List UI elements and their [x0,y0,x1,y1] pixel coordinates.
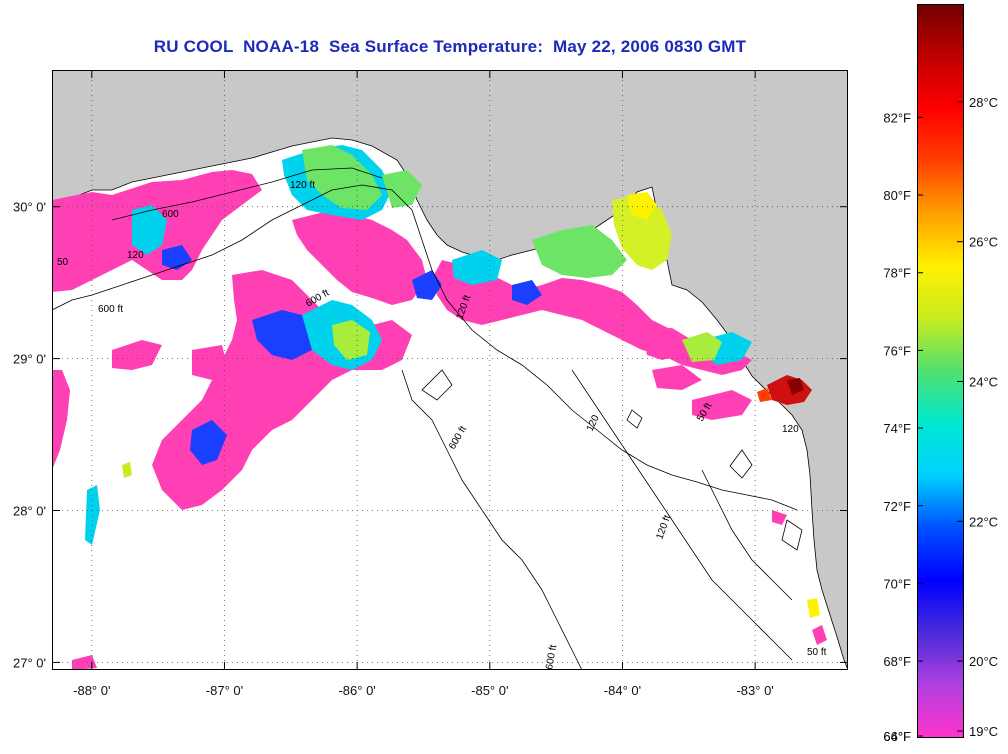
lat-tick-label: 30° 0' [13,200,46,215]
contour-label: 600 ft [98,304,123,315]
lon-tick-label: -84° 0' [604,683,641,698]
lon-tick-label: -88° 0' [73,683,110,698]
contour-label: 120 [127,250,144,261]
sst-colorbar: 64°F66°F 68°F 70°F 72°F 74°F 76°F 78°F 80°F 82°F… [883,4,998,744]
map-grid [52,70,848,670]
bathymetry-contours [52,167,803,670]
lat-tick-label: 27° 0' [13,655,46,670]
colorbar-label-c: 26°C [969,235,998,250]
colorbar-label-f: 80°F [883,188,911,203]
colorbar-label-f: 82°F [883,110,911,125]
colorbar-label-f: 78°F [883,266,911,281]
sst-red-patch [757,375,812,405]
colorbar-label-f: 76°F [883,343,911,358]
colorbar-label-f: 66°F [883,729,911,744]
colorbar-label-f: 74°F [883,421,911,436]
contour-label: 600 [162,209,179,220]
colorbar-label-c: 22°C [969,514,998,529]
contour-label: 600 ft [544,644,559,670]
colorbar-label-f: 68°F [883,654,911,669]
lon-tick-label: -83° 0' [736,683,773,698]
lon-tick-label: -86° 0' [338,683,375,698]
colorbar-label-c: 24°C [969,374,998,389]
contour-label: 120 [782,424,799,435]
map-border [52,70,848,670]
contour-label: 50 ft [807,647,827,658]
sst-map: 120 ft 600 ft 120 ft 120 ft 600 ft 600 f… [52,70,848,670]
colorbar-label-c: 19°C [969,724,998,739]
lon-tick-label: -87° 0' [206,683,243,698]
colorbar-label-c: 20°C [969,654,998,669]
lon-tick-label: -85° 0' [471,683,508,698]
colorbar-label-f: 72°F [883,499,911,514]
contour-label: 120 ft [290,180,315,191]
colorbar-label-f: 64°F [883,729,911,744]
chart-title: RU COOL NOAA-18 Sea Surface Temperature:… [153,37,747,56]
colorbar-gradient [917,4,964,738]
lat-tick-label: 28° 0' [13,504,46,519]
lat-tick-label: 29° 0' [13,352,46,367]
contour-label: 50 [57,257,69,268]
sst-green-patches [122,145,820,618]
colorbar-label-f: 70°F [883,576,911,591]
colorbar-label-c: 28°C [969,95,998,110]
